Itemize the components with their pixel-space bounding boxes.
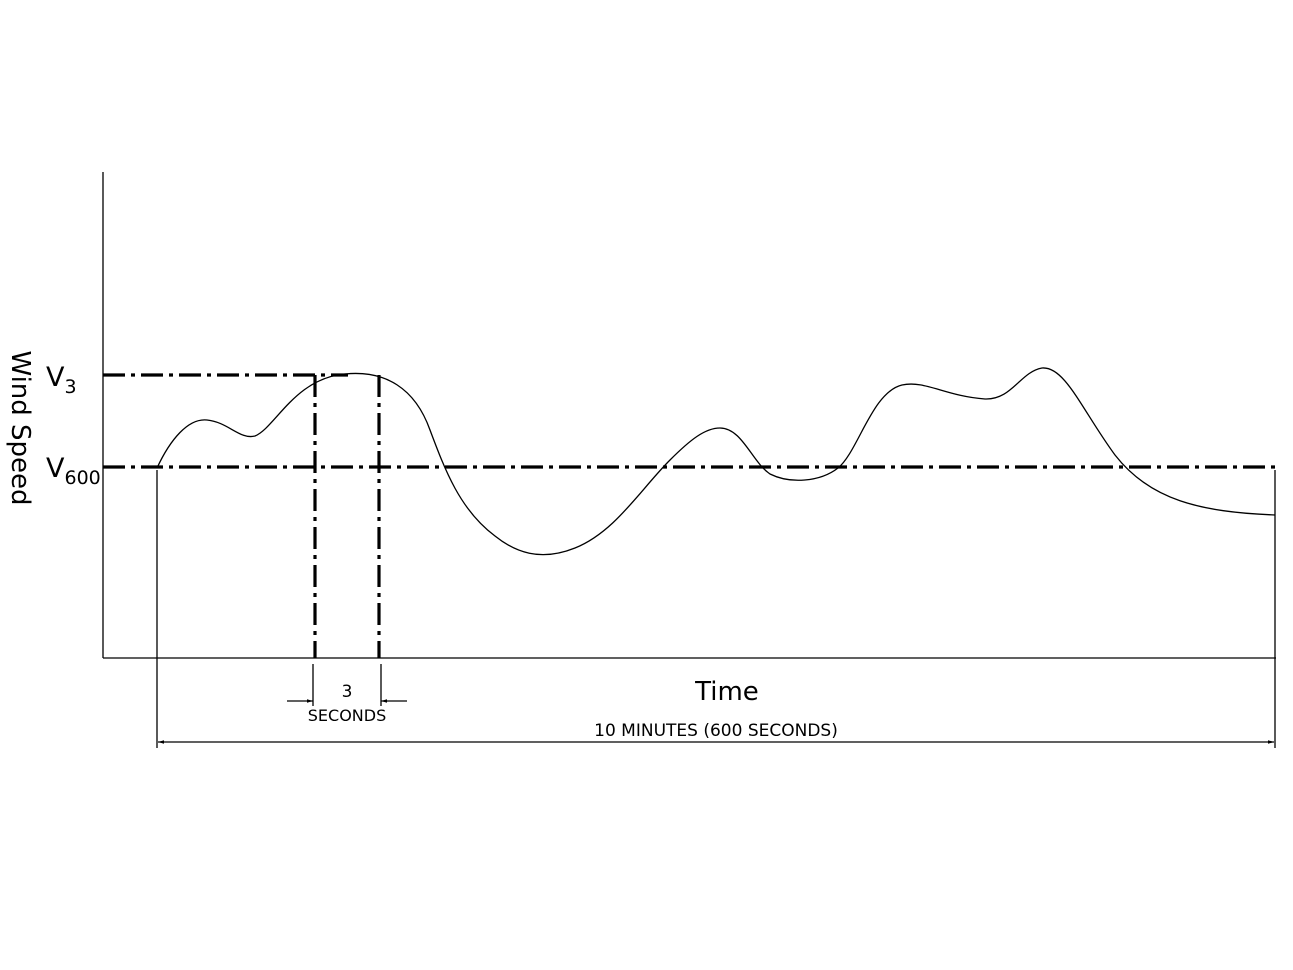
gust-interval-unit: SECONDS (308, 706, 386, 725)
v3-label: V3 (46, 362, 77, 398)
wind-speed-curve (156, 367, 1276, 556)
y-axis-label: Wind Speed (5, 350, 35, 505)
v600-label: V600 (46, 453, 101, 489)
x-axis-label: Time (694, 677, 759, 707)
gust-interval-value: 3 (342, 682, 353, 702)
averaging-period-label: 10 MINUTES (600 SECONDS) (594, 721, 838, 741)
